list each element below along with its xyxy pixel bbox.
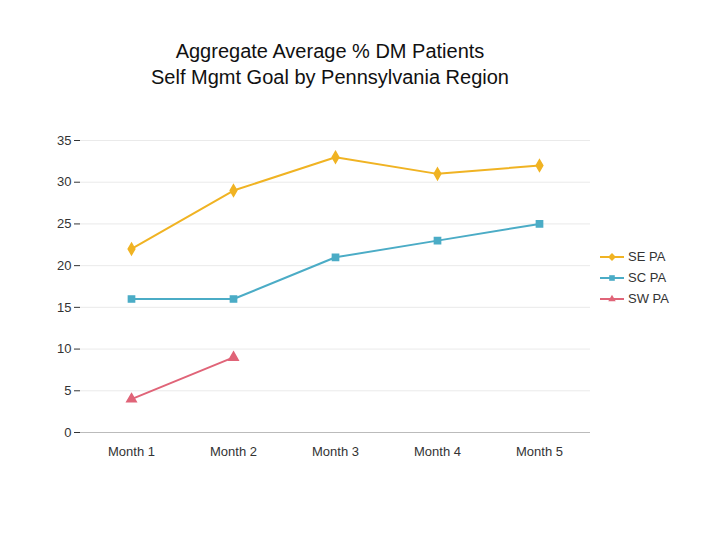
svg-text:30: 30 (57, 174, 71, 189)
svg-text:15: 15 (57, 300, 71, 315)
svg-text:Month 1: Month 1 (108, 444, 155, 459)
html-text:SE PA: SE PA (628, 249, 666, 264)
svg-text:0: 0 (64, 425, 71, 440)
svg-text:35: 35 (57, 133, 71, 148)
svg-text:Month 4: Month 4 (414, 444, 461, 459)
html-text:SC PA: SC PA (628, 270, 667, 285)
svg-text:25: 25 (57, 216, 71, 231)
svg-text:Month 5: Month 5 (516, 444, 563, 459)
svg-text:Month 3: Month 3 (312, 444, 359, 459)
svg-text:5: 5 (64, 383, 71, 398)
svg-text:10: 10 (57, 341, 71, 356)
svg-text:Month 2: Month 2 (210, 444, 257, 459)
html-text:Aggregate Average % DM Patient: Aggregate Average % DM Patients Self Mgm… (151, 40, 509, 88)
html-text:SW PA: SW PA (628, 291, 669, 306)
svg-text:20: 20 (57, 258, 71, 273)
